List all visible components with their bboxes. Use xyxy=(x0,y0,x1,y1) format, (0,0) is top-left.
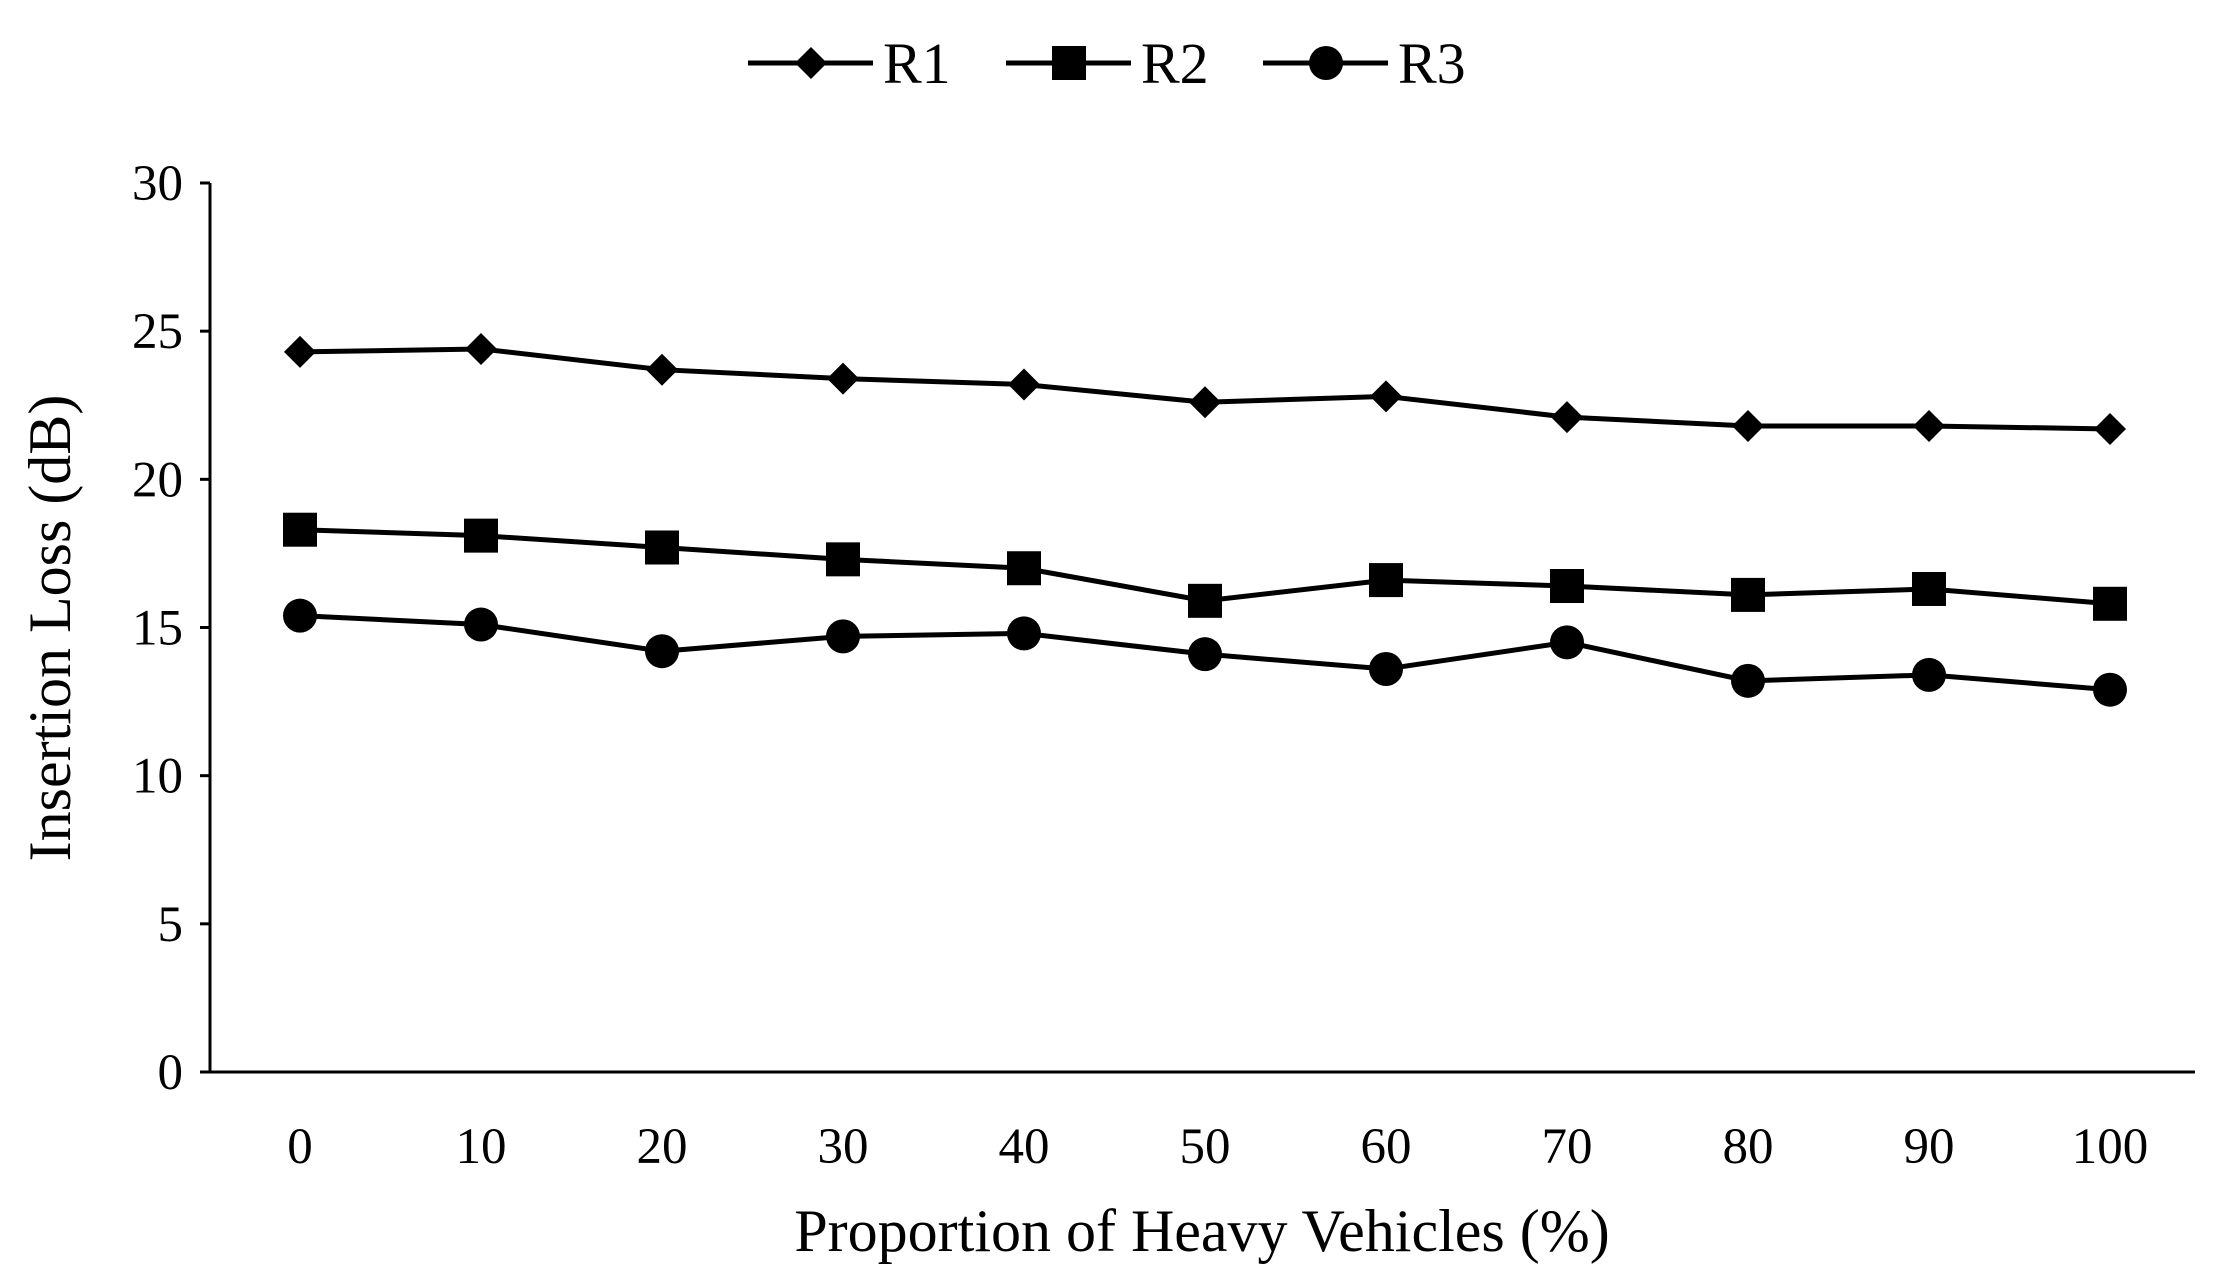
y-tick-label: 30 xyxy=(132,156,183,212)
series-r3-point xyxy=(1731,663,1765,698)
legend-label: R2 xyxy=(1141,31,1209,96)
series-r2-point xyxy=(1188,583,1222,618)
y-axis-title: Insertion Loss (dB) xyxy=(17,395,83,862)
legend-item-r2: R2 xyxy=(1006,31,1209,96)
series-r3-point xyxy=(283,598,317,633)
legend-item-r1: R1 xyxy=(748,31,951,96)
series-r2-point xyxy=(2093,586,2127,621)
series-r2-point xyxy=(826,542,860,577)
series-r1 xyxy=(284,332,2126,445)
y-ticks: 0 5 10 15 20 25 30 xyxy=(132,156,210,1101)
legend: R1 R2 R3 xyxy=(748,31,1466,96)
series-r2-point xyxy=(283,512,317,547)
legend-label: R3 xyxy=(1398,31,1466,96)
series-r1-point xyxy=(284,335,316,368)
series-r3-point xyxy=(1007,616,1041,651)
series-r1-point xyxy=(465,332,497,365)
series-r1-point xyxy=(1370,380,1402,413)
series-r1-point xyxy=(646,353,678,386)
series-r1-point xyxy=(2094,412,2126,445)
series-r2-point xyxy=(645,530,679,565)
series-r3-point xyxy=(645,634,679,669)
series-r2-point xyxy=(1912,571,1946,606)
y-tick-label: 15 xyxy=(132,601,183,657)
x-tick-label: 10 xyxy=(456,1119,507,1175)
series-r1-point xyxy=(1008,368,1040,401)
legend-item-r3: R3 xyxy=(1263,31,1466,96)
legend-marker-diamond xyxy=(795,47,827,79)
series-r1-point xyxy=(1189,386,1221,419)
series-r3-point xyxy=(464,607,498,642)
series-r3-point xyxy=(2093,672,2127,707)
series-r3-point xyxy=(1550,625,1584,660)
series-r3-point xyxy=(1188,637,1222,672)
y-tick-label: 5 xyxy=(158,897,184,953)
legend-marker-square xyxy=(1052,46,1086,80)
series-r2 xyxy=(283,512,2127,621)
legend-label: R1 xyxy=(883,31,951,96)
series-r2-point xyxy=(464,518,498,553)
y-tick-label: 25 xyxy=(132,304,183,360)
series-group xyxy=(283,332,2127,707)
x-axis-title: Proportion of Heavy Vehicles (%) xyxy=(794,1198,1609,1264)
x-tick-label: 100 xyxy=(2072,1119,2149,1175)
x-tick-label: 70 xyxy=(1542,1119,1593,1175)
x-tick-label: 30 xyxy=(818,1119,869,1175)
series-r1-point xyxy=(1551,401,1583,434)
x-tick-label: 0 xyxy=(287,1119,313,1175)
x-tick-label: 20 xyxy=(637,1119,688,1175)
series-r2-point xyxy=(1369,563,1403,598)
y-tick-label: 20 xyxy=(132,452,183,508)
x-tick-label: 40 xyxy=(999,1119,1050,1175)
x-ticks: 0 10 20 30 40 50 60 70 80 90 100 xyxy=(287,1119,2148,1175)
series-r2-point xyxy=(1550,569,1584,604)
series-r3-point xyxy=(826,619,860,654)
x-tick-label: 80 xyxy=(1723,1119,1774,1175)
y-tick-label: 10 xyxy=(132,749,183,805)
series-r1-point xyxy=(1913,409,1945,442)
x-tick-label: 60 xyxy=(1361,1119,1412,1175)
y-tick-label: 0 xyxy=(158,1045,184,1101)
x-tick-label: 90 xyxy=(1904,1119,1955,1175)
x-tick-label: 50 xyxy=(1180,1119,1231,1175)
series-r3-point xyxy=(1912,657,1946,692)
series-r2-point xyxy=(1007,551,1041,586)
series-r1-point xyxy=(1732,409,1764,442)
series-r3 xyxy=(283,598,2127,707)
series-r3-point xyxy=(1369,651,1403,686)
legend-marker-circle xyxy=(1309,46,1343,80)
series-r2-point xyxy=(1731,577,1765,612)
series-r1-point xyxy=(827,362,859,395)
